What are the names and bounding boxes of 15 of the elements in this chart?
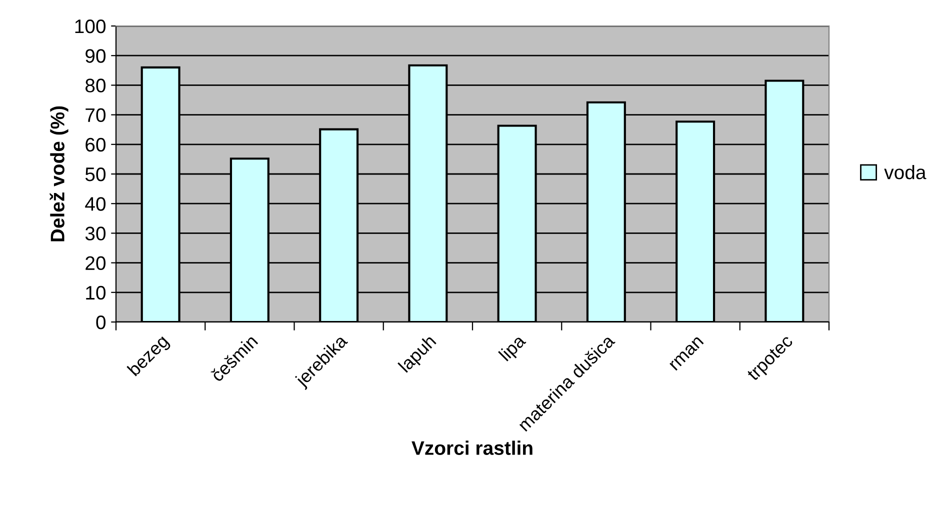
y-tick-label: 10 [86, 286, 106, 300]
x-tick-label: lipa [498, 333, 529, 364]
y-tick-label: 40 [85, 197, 106, 211]
y-tick-label: 30 [85, 226, 106, 240]
y-axis-title: Delež vode (%) [50, 106, 68, 242]
x-axis-title: Vzorci rastlin [412, 440, 532, 455]
y-tick-label: 60 [86, 138, 106, 152]
y-tick-label: 70 [86, 108, 106, 122]
y-tick-label: 100 [75, 19, 106, 34]
y-tick-label: 80 [85, 78, 106, 92]
y-tick-label: 20 [86, 256, 106, 270]
legend-label: voda [884, 164, 926, 180]
y-tick-label: 0 [96, 315, 106, 330]
y-tick-label: 50 [85, 167, 106, 182]
y-tick-label: 90 [86, 49, 106, 63]
